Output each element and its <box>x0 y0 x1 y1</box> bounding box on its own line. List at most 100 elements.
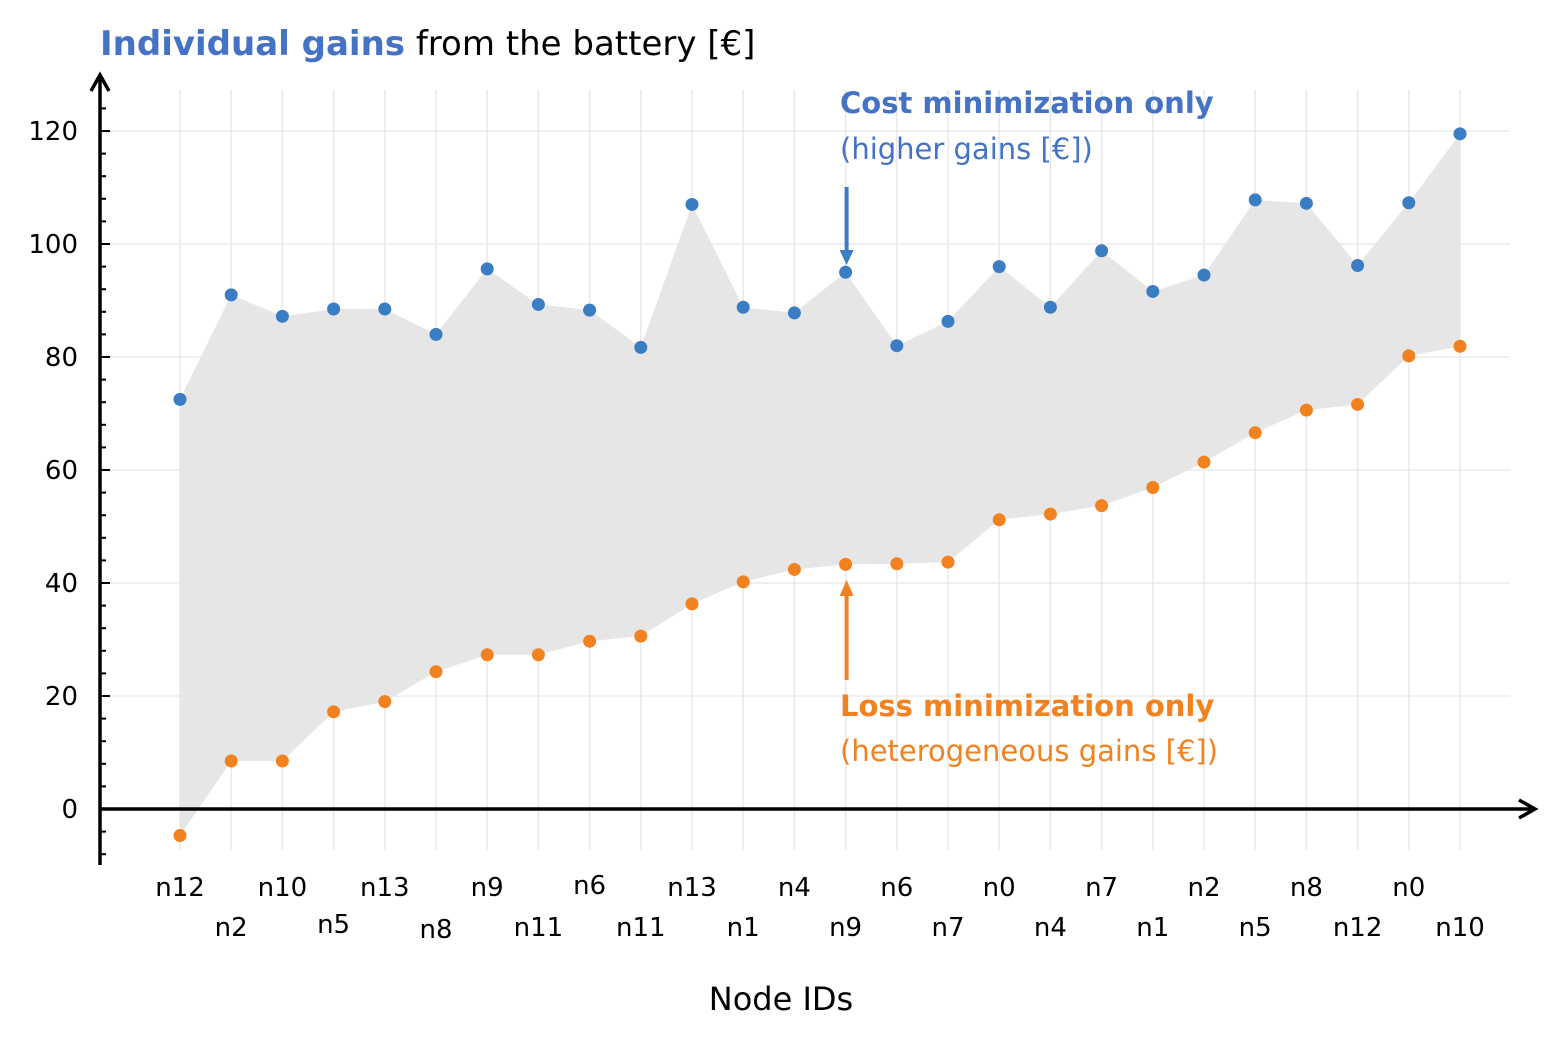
x-tick-label: n9 <box>829 913 862 943</box>
loss-point <box>736 575 750 589</box>
x-tick-label: n0 <box>1392 873 1425 903</box>
x-tick-label: n2 <box>1187 873 1220 903</box>
y-tick-label: 60 <box>45 456 78 486</box>
cost-point <box>1095 244 1109 258</box>
cost-point <box>992 260 1006 274</box>
cost-point <box>839 265 853 279</box>
x-tick-label: n5 <box>317 910 350 940</box>
loss-point <box>1402 349 1416 363</box>
y-tick-label: 20 <box>45 682 78 712</box>
cost-point <box>173 392 187 406</box>
x-tick-label: n13 <box>360 873 410 903</box>
y-tick-label: 80 <box>45 343 78 373</box>
cost-point <box>1146 284 1160 298</box>
loss-point <box>327 705 341 719</box>
data-points <box>173 127 1467 843</box>
loss-point <box>685 597 699 611</box>
x-tick-label: n8 <box>1290 873 1323 903</box>
cost-point <box>480 262 494 276</box>
cost-point <box>275 309 289 323</box>
y-tick-label: 100 <box>28 230 78 260</box>
x-tick-label: n2 <box>215 913 248 943</box>
cost-point <box>941 314 955 328</box>
y-tick-label: 40 <box>45 569 78 599</box>
cost-point <box>1248 193 1262 207</box>
loss-point <box>1146 481 1160 495</box>
cost-point <box>1453 127 1467 141</box>
y-axis-arrowhead <box>89 71 111 92</box>
cost-point <box>685 197 699 211</box>
cost-point <box>583 303 597 317</box>
x-tick-label: n4 <box>778 873 811 903</box>
loss-point <box>992 513 1006 527</box>
y-tick-label: 0 <box>61 795 78 825</box>
loss-point <box>378 695 392 709</box>
loss-point <box>1197 455 1211 469</box>
x-tick-label: n7 <box>1085 873 1118 903</box>
cost-point <box>378 302 392 316</box>
axes <box>89 71 1539 865</box>
cost-arrow-head <box>839 250 854 265</box>
x-tick-label: n8 <box>419 915 452 945</box>
loss-annotation-subtitle: (heterogeneous gains [€]) <box>840 734 1218 768</box>
cost-point <box>1299 196 1313 210</box>
x-tick-label: n11 <box>616 913 666 943</box>
loss-point <box>1248 426 1262 440</box>
loss-point <box>224 754 238 768</box>
loss-point <box>1043 507 1057 521</box>
y-axis-ticks: 0 20 40 60 80 100 120 <box>28 117 78 825</box>
loss-point <box>275 754 289 768</box>
loss-point <box>1453 339 1467 353</box>
y-tick-label: 120 <box>28 117 78 147</box>
x-tick-label: n12 <box>1333 913 1383 943</box>
x-axis-ticks: n12n2n10n5n13n8n9n11n6n11n13n1n4n9n6n7n0… <box>155 871 1485 945</box>
x-tick-label: n1 <box>1136 913 1169 943</box>
loss-point <box>531 648 545 662</box>
loss-point <box>173 829 187 843</box>
loss-point <box>941 555 955 569</box>
cost-point <box>1402 196 1416 210</box>
x-tick-label: n12 <box>155 873 205 903</box>
cost-point <box>890 339 904 353</box>
gain-range-band <box>180 133 1460 836</box>
cost-point <box>327 302 341 316</box>
loss-point <box>480 648 494 662</box>
x-tick-label: n9 <box>471 873 504 903</box>
loss-point <box>1095 499 1109 513</box>
chart-title: Individual gains from the battery [€] <box>100 24 755 64</box>
loss-point <box>429 665 443 679</box>
cost-point <box>1351 258 1365 272</box>
cost-point <box>787 306 801 320</box>
loss-point <box>890 557 904 571</box>
x-tick-label: n10 <box>258 873 308 903</box>
loss-point <box>583 634 597 648</box>
loss-arrow-head <box>839 580 854 596</box>
cost-point <box>429 327 443 341</box>
cost-annotation-title: Cost minimization only <box>840 86 1214 120</box>
x-tick-label: n1 <box>727 913 760 943</box>
annotation-arrows <box>839 187 854 680</box>
loss-point <box>787 562 801 576</box>
chart-title-rest: from the battery [€] <box>405 24 755 64</box>
loss-point <box>1299 403 1313 417</box>
cost-point <box>736 300 750 314</box>
x-tick-label: n5 <box>1239 913 1272 943</box>
loss-point <box>839 557 853 571</box>
x-tick-label: n4 <box>1034 913 1067 943</box>
x-axis-arrowhead <box>1518 798 1539 820</box>
loss-point <box>634 629 648 643</box>
x-tick-label: n0 <box>983 873 1016 903</box>
x-tick-label: n6 <box>573 871 606 901</box>
x-tick-label: n13 <box>667 873 717 903</box>
x-axis-label: Node IDs <box>709 980 853 1018</box>
cost-annotation-subtitle: (higher gains [€]) <box>840 132 1093 166</box>
cost-point <box>634 340 648 354</box>
cost-point <box>224 288 238 302</box>
chart-title-accent: Individual gains <box>100 24 405 64</box>
cost-point <box>531 297 545 311</box>
loss-point <box>1351 397 1365 411</box>
x-tick-label: n6 <box>880 873 913 903</box>
x-tick-label: n10 <box>1435 913 1485 943</box>
loss-annotation-title: Loss minimization only <box>840 689 1214 723</box>
